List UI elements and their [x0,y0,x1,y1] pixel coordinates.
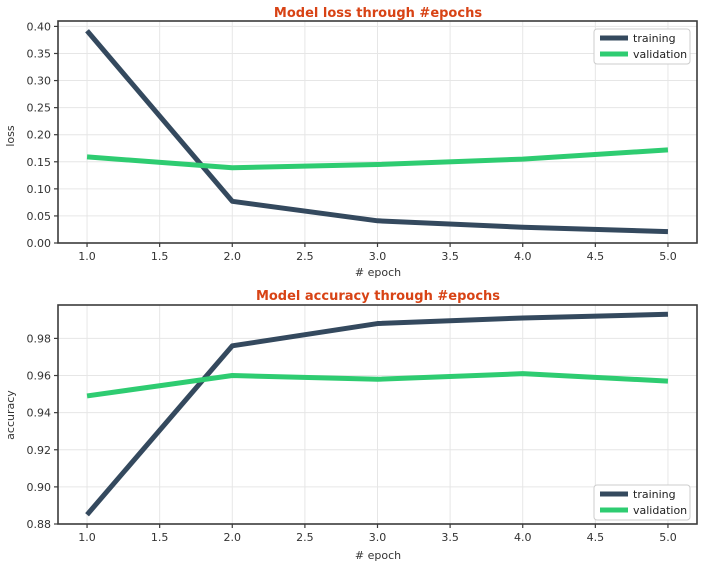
loss-series-training-line [85,29,669,235]
loss-x-tick-label: 2.0 [224,250,242,263]
loss-y-ticks: 0.00 0.05 0.10 0.15 0.20 0.25 0.30 0.35 0.40 [27,20,58,250]
accuracy-x-tick-label: 1.0 [78,531,96,544]
accuracy-x-tick-label: 3.5 [441,531,459,544]
accuracy-x-tick-label: 1.5 [151,531,169,544]
loss-x-tick-label: 1.5 [151,250,169,263]
accuracy-series-lines [85,311,669,517]
loss-legend-label-validation: validation [633,48,687,61]
accuracy-y-axis-label: accuracy [4,390,17,440]
accuracy-y-tick-label: 0.92 [27,444,52,457]
loss-y-tick-label: 0.00 [27,237,52,250]
accuracy-legend: training validation [593,484,691,521]
accuracy-x-ticks: 1.0 1.5 2.0 2.5 3.0 3.5 4.0 4.5 5.0 [78,524,677,544]
accuracy-series-training-line [85,311,669,517]
loss-y-axis-label: loss [4,125,17,147]
accuracy-y-tick-label: 0.96 [27,370,52,383]
loss-y-tick-label: 0.30 [27,75,52,88]
loss-series-validation-line [86,147,669,171]
loss-x-tick-label: 1.0 [78,250,96,263]
loss-x-ticks: 1.0 1.5 2.0 2.5 3.0 3.5 4.0 4.5 5.0 [78,243,677,263]
accuracy-legend-label-validation: validation [633,504,687,517]
loss-y-tick-label: 0.05 [27,210,52,223]
loss-y-tick-label: 0.10 [27,183,52,196]
accuracy-chart: Model accuracy through #epochs 1.0 1.5 2.0… [4,289,698,562]
accuracy-x-tick-label: 2.5 [296,531,314,544]
loss-y-tick-label: 0.35 [27,47,52,60]
accuracy-x-tick-label: 2.0 [224,531,242,544]
accuracy-chart-title: Model accuracy through #epochs [256,289,500,304]
accuracy-x-tick-label: 3.0 [369,531,387,544]
loss-y-tick-label: 0.25 [27,102,52,115]
accuracy-y-tick-label: 0.94 [27,407,52,420]
loss-x-tick-label: 3.0 [369,250,387,263]
accuracy-x-tick-label: 4.0 [514,531,532,544]
loss-y-tick-label: 0.40 [27,20,52,33]
accuracy-x-axis-label: # epoch [355,549,401,562]
accuracy-y-ticks: 0.88 0.90 0.92 0.94 0.96 0.98 [27,332,58,531]
loss-x-axis-label: # epoch [355,266,401,279]
loss-chart: Model loss through #epochs 1.0 1.5 2.0 2.5 3… [4,6,698,279]
accuracy-x-tick-label: 4.5 [587,531,605,544]
loss-y-tick-label: 0.15 [27,156,52,169]
loss-y-tick-label: 0.20 [27,129,52,142]
loss-x-tick-label: 5.0 [659,250,677,263]
loss-grid [58,21,697,244]
accuracy-series-validation-line [86,371,669,399]
loss-legend: training validation [593,28,691,65]
accuracy-y-tick-label: 0.90 [27,481,52,494]
loss-x-tick-label: 4.0 [514,250,532,263]
accuracy-y-tick-label: 0.98 [27,332,52,345]
accuracy-legend-label-training: training [633,488,676,501]
accuracy-y-tick-label: 0.88 [27,518,52,531]
loss-x-tick-label: 4.5 [587,250,605,263]
loss-legend-label-training: training [633,32,676,45]
accuracy-x-tick-label: 5.0 [659,531,677,544]
loss-chart-title: Model loss through #epochs [274,6,482,21]
loss-series-lines [85,29,669,235]
loss-x-tick-label: 3.5 [441,250,459,263]
loss-x-tick-label: 2.5 [296,250,314,263]
